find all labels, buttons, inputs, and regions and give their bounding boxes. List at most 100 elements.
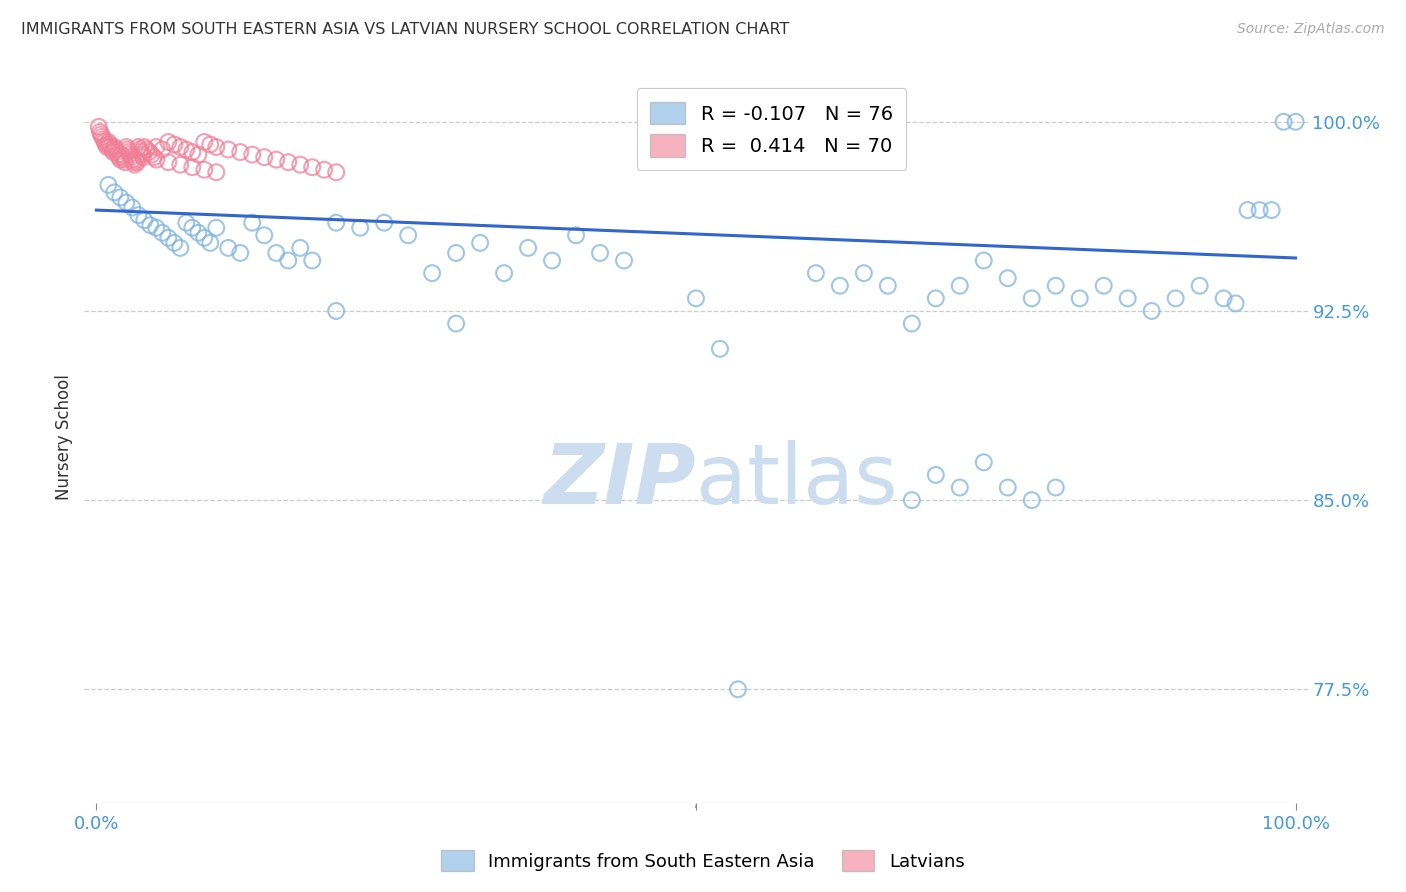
Point bbox=[114, 155, 136, 169]
Point bbox=[121, 153, 143, 167]
Point bbox=[1272, 115, 1295, 129]
Point bbox=[200, 137, 222, 152]
Point bbox=[181, 145, 204, 159]
Point bbox=[145, 220, 167, 235]
Point bbox=[108, 150, 131, 164]
Point bbox=[901, 493, 924, 508]
Point bbox=[444, 317, 467, 331]
Point bbox=[973, 253, 995, 268]
Point bbox=[97, 178, 120, 192]
Point bbox=[181, 220, 204, 235]
Point bbox=[876, 278, 898, 293]
Point bbox=[420, 266, 443, 280]
Point bbox=[117, 143, 139, 157]
Point bbox=[229, 246, 252, 260]
Text: atlas: atlas bbox=[696, 441, 897, 522]
Point bbox=[1188, 278, 1211, 293]
Point bbox=[104, 143, 127, 157]
Point bbox=[174, 143, 197, 157]
Point bbox=[157, 231, 180, 245]
Point bbox=[142, 150, 165, 164]
Point bbox=[949, 481, 972, 495]
Point bbox=[253, 150, 276, 164]
Point bbox=[93, 132, 115, 146]
Point bbox=[169, 140, 191, 154]
Point bbox=[157, 155, 180, 169]
Point bbox=[217, 143, 239, 157]
Point bbox=[264, 246, 287, 260]
Point bbox=[314, 162, 336, 177]
Point bbox=[157, 135, 180, 149]
Point bbox=[468, 235, 491, 250]
Point bbox=[253, 228, 276, 243]
Point bbox=[93, 135, 117, 149]
Point bbox=[122, 155, 145, 169]
Point bbox=[1249, 203, 1271, 218]
Point bbox=[193, 231, 215, 245]
Point bbox=[98, 137, 121, 152]
Point bbox=[589, 246, 612, 260]
Point bbox=[193, 162, 215, 177]
Point bbox=[127, 208, 149, 222]
Legend: R = -0.107   N = 76, R =  0.414   N = 70: R = -0.107 N = 76, R = 0.414 N = 70 bbox=[637, 88, 907, 170]
Point bbox=[444, 246, 467, 260]
Point bbox=[205, 165, 228, 179]
Text: Source: ZipAtlas.com: Source: ZipAtlas.com bbox=[1237, 22, 1385, 37]
Y-axis label: Nursery School: Nursery School bbox=[55, 374, 73, 500]
Point bbox=[205, 220, 228, 235]
Point bbox=[134, 213, 156, 227]
Point bbox=[169, 241, 191, 255]
Point bbox=[127, 140, 149, 154]
Point bbox=[1225, 296, 1247, 310]
Point bbox=[128, 143, 150, 157]
Point bbox=[100, 140, 122, 154]
Point bbox=[205, 140, 228, 154]
Point bbox=[973, 455, 995, 469]
Point bbox=[1260, 203, 1282, 218]
Point bbox=[150, 143, 173, 157]
Point bbox=[145, 140, 167, 154]
Point bbox=[804, 266, 827, 280]
Point bbox=[240, 147, 263, 161]
Point bbox=[107, 147, 129, 161]
Point bbox=[129, 145, 152, 159]
Legend: Immigrants from South Eastern Asia, Latvians: Immigrants from South Eastern Asia, Latv… bbox=[434, 843, 972, 879]
Point bbox=[96, 140, 118, 154]
Point bbox=[277, 253, 299, 268]
Point bbox=[828, 278, 851, 293]
Point bbox=[101, 143, 124, 157]
Point bbox=[103, 140, 125, 154]
Point bbox=[105, 145, 128, 159]
Point bbox=[110, 153, 132, 167]
Point bbox=[494, 266, 516, 280]
Point bbox=[325, 216, 347, 230]
Point bbox=[120, 150, 142, 164]
Point bbox=[124, 158, 146, 172]
Point bbox=[101, 145, 124, 159]
Point bbox=[97, 135, 120, 149]
Point bbox=[163, 235, 186, 250]
Point bbox=[125, 153, 148, 167]
Point bbox=[290, 158, 312, 172]
Point bbox=[901, 317, 924, 331]
Point bbox=[240, 216, 263, 230]
Point bbox=[727, 682, 749, 697]
Point bbox=[1045, 481, 1067, 495]
Point bbox=[565, 228, 588, 243]
Point bbox=[541, 253, 564, 268]
Point bbox=[325, 304, 347, 318]
Point bbox=[187, 226, 209, 240]
Point bbox=[163, 137, 186, 152]
Point bbox=[115, 140, 138, 154]
Point bbox=[396, 228, 419, 243]
Point bbox=[138, 145, 160, 159]
Point bbox=[141, 147, 163, 161]
Point bbox=[1116, 291, 1139, 305]
Point bbox=[103, 186, 125, 200]
Point bbox=[613, 253, 636, 268]
Point bbox=[89, 125, 111, 139]
Point bbox=[264, 153, 287, 167]
Point bbox=[685, 291, 707, 305]
Text: IMMIGRANTS FROM SOUTH EASTERN ASIA VS LATVIAN NURSERY SCHOOL CORRELATION CHART: IMMIGRANTS FROM SOUTH EASTERN ASIA VS LA… bbox=[21, 22, 789, 37]
Point bbox=[301, 160, 323, 174]
